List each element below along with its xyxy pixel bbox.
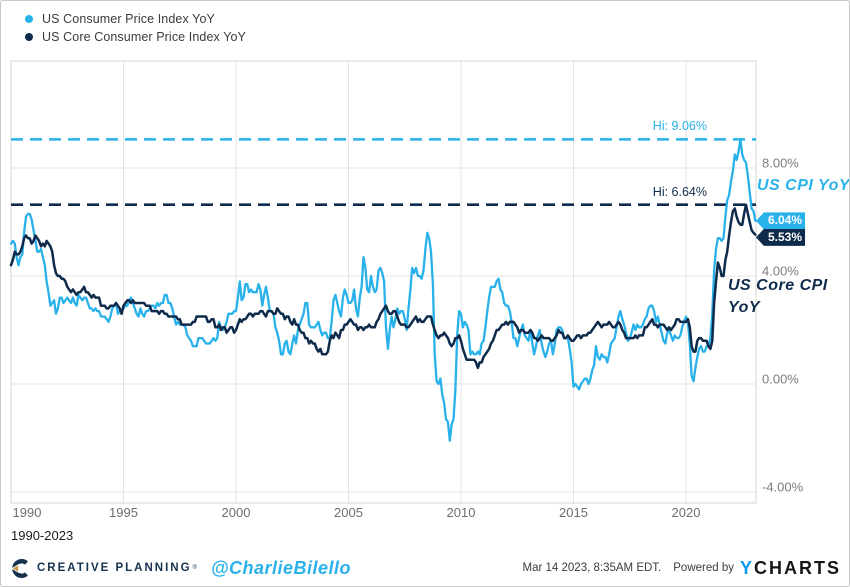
footer-right: Mar 14 2023, 8:35AM EDT. Powered by YCHA… — [523, 558, 841, 579]
creative-planning-logo-icon — [11, 558, 28, 578]
x-tick-2010: 2010 — [446, 505, 476, 520]
legend-label-core-cpi: US Core Consumer Price Index YoY — [42, 30, 246, 44]
y-tick-0: 0.00% — [762, 371, 799, 387]
x-tick-2020: 2020 — [671, 505, 701, 520]
registered-mark: ® — [192, 565, 197, 571]
annotation-core-line2: YoY — [728, 299, 761, 316]
y-tick-neg4: -4.00% — [762, 479, 804, 495]
legend: US Consumer Price Index YoY US Core Cons… — [25, 10, 246, 46]
ycharts-logo-y: Y — [739, 557, 754, 578]
legend-label-cpi: US Consumer Price Index YoY — [42, 12, 215, 26]
x-tick-1995: 1995 — [109, 505, 138, 520]
cpi-series-dot-icon — [25, 15, 33, 23]
ycharts-logo: YCHARTS — [740, 558, 841, 579]
x-tick-2000: 2000 — [221, 505, 251, 520]
x-tick-1990: 1990 — [12, 505, 42, 520]
hi-label-cpi: Hi: 9.06% — [652, 119, 707, 134]
powered-by-label: Powered by — [673, 562, 734, 574]
annotation-cpi: US CPI YoY — [757, 177, 850, 194]
timestamp: Mar 14 2023, 8:35AM EDT. — [522, 562, 662, 574]
twitter-handle: @CharlieBilello — [210, 557, 352, 578]
last-value-badge-cpi: 6.04% — [756, 212, 805, 230]
x-tick-2015: 2015 — [559, 505, 588, 520]
y-tick-8: 8.00% — [762, 155, 799, 171]
legend-item-core-cpi: US Core Consumer Price Index YoY — [25, 28, 246, 46]
last-value-badge-core-cpi: 5.53% — [756, 228, 805, 246]
date-range-label: 1990-2023 — [11, 528, 74, 543]
y-tick-4: 4.00% — [762, 263, 799, 279]
core-cpi-series-dot-icon — [25, 33, 33, 41]
annotation-core-line1: US Core CPI — [728, 277, 828, 294]
creative-planning-wordmark: CREATIVE PLANNING — [37, 562, 192, 574]
ycharts-logo-charts: CHARTS — [754, 557, 841, 578]
legend-item-cpi: US Consumer Price Index YoY — [25, 10, 246, 28]
x-tick-2005: 2005 — [334, 505, 363, 520]
footer: CREATIVE PLANNING ® @CharlieBilello Mar … — [11, 557, 841, 579]
annotation-core-cpi: US Core CPI YoY — [728, 275, 838, 319]
hi-label-core-cpi: Hi: 6.64% — [652, 184, 707, 199]
